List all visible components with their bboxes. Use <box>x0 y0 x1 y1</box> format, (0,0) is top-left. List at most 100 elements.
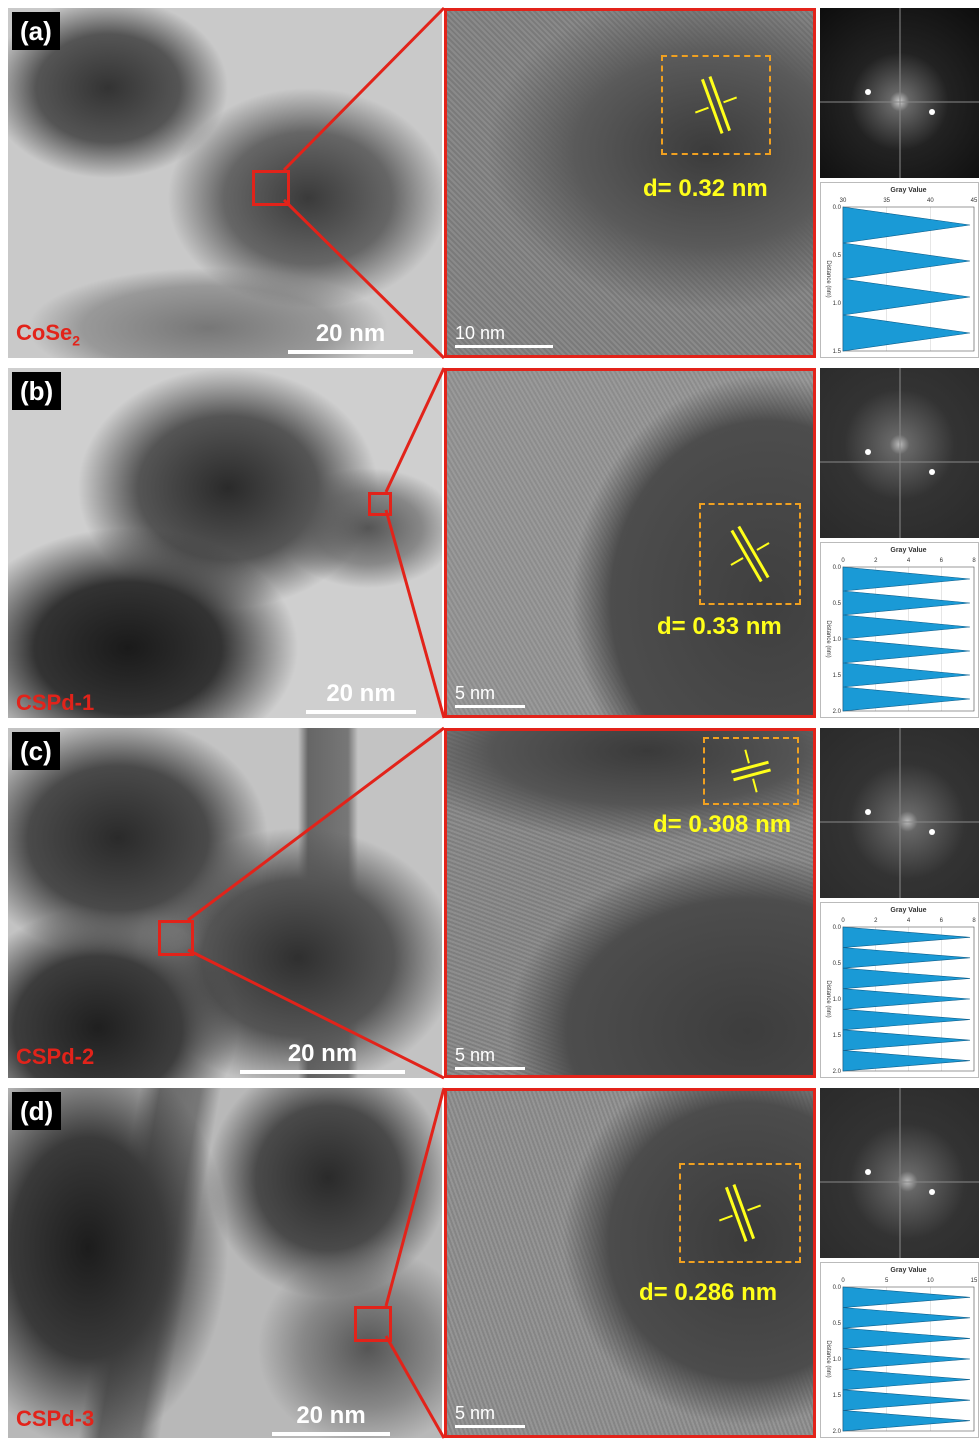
profile-ytick: 0.5 <box>833 961 842 967</box>
profile-ytick: 0.0 <box>833 565 842 571</box>
row-b: (b) CSPd-1 20 nm d= 0.33 nm 5 nm Gray Va… <box>0 368 979 718</box>
lattice-fringe-line <box>708 76 732 132</box>
profile-ytick: 0.5 <box>833 1321 842 1327</box>
profile-xtick: 5 <box>885 1278 889 1284</box>
panel-label-b: (b) <box>12 372 62 410</box>
lattice-marks-a <box>694 76 738 134</box>
lattice-box-a <box>661 55 771 155</box>
profile-title: Gray Value <box>890 187 926 194</box>
sample-name-c: CSPd-2 <box>16 1044 95 1069</box>
profile-ylabel: Distance (nm) <box>825 1340 831 1377</box>
fft-image-b <box>820 368 979 538</box>
profile-xtick: 4 <box>907 558 911 564</box>
profile-title: Gray Value <box>890 907 926 914</box>
lattice-arrow <box>752 778 758 793</box>
profile-xtick: 4 <box>907 918 911 924</box>
tem-image-b: (b) CSPd-1 20 nm <box>8 368 442 718</box>
lattice-arrow <box>756 542 770 551</box>
zoom-box-c <box>158 920 194 956</box>
line-profile-a: Gray Value 30 35 40 45 0.0 0.5 1.0 1.5 Distance (… <box>820 182 979 358</box>
hr-scale-bar-a: 10 nm <box>455 323 553 348</box>
profile-xtick: 0 <box>841 558 845 564</box>
fft-diffraction-spot <box>929 109 935 115</box>
d-spacing-a: d= 0.32 nm <box>643 175 768 202</box>
profile-ylabel: Distance (nm) <box>825 260 831 297</box>
d-spacing-d: d= 0.286 nm <box>639 1279 778 1306</box>
profile-ytick: 1.5 <box>833 1393 842 1399</box>
lattice-arrow <box>744 749 750 764</box>
fft-diffraction-spot <box>865 1169 871 1175</box>
row-c: (c) CSPd-2 20 nm d= 0.308 nm 5 nm Gray V… <box>0 728 979 1078</box>
profile-ytick: 1.0 <box>833 997 842 1003</box>
profile-xtick: 2 <box>874 918 878 924</box>
profile-xtick: 6 <box>940 558 944 564</box>
hr-scale-bar-b: 5 nm <box>455 683 525 708</box>
profile-ytick: 1.5 <box>833 673 842 679</box>
profile-title: Gray Value <box>890 547 926 554</box>
zoom-box-b <box>368 492 392 516</box>
lattice-arrow <box>694 106 709 114</box>
profile-ytick: 1.5 <box>833 1033 842 1039</box>
hrtem-image-c: d= 0.308 nm 5 nm <box>444 728 816 1078</box>
lattice-fringe-line <box>730 529 763 583</box>
profile-area <box>842 206 971 352</box>
profile-area <box>842 926 971 1072</box>
scale-bar-b: 20 nm <box>306 680 416 714</box>
lattice-fringe-line <box>732 1184 756 1240</box>
panel-label-c: (c) <box>12 732 60 770</box>
panel-label-a: (a) <box>12 12 60 50</box>
profile-xtick: 30 <box>840 198 847 204</box>
profile-title: Gray Value <box>890 1267 926 1274</box>
lattice-marks-d <box>718 1184 762 1242</box>
lattice-arrow <box>718 1214 733 1222</box>
profile-ytick: 0.5 <box>833 253 842 259</box>
row-a: (a) CoSe2 20 nm d= 0.32 nm 10 nm Gray Va… <box>0 8 979 358</box>
tem-image-c: (c) CSPd-2 20 nm <box>8 728 442 1078</box>
profile-xtick: 15 <box>971 1278 978 1284</box>
sample-name-b: CSPd-1 <box>16 690 95 715</box>
profile-xtick: 10 <box>927 1278 934 1284</box>
profile-ytick: 1.0 <box>833 1357 842 1363</box>
fft-diffraction-spot <box>929 829 935 835</box>
profile-ytick: 1.0 <box>833 637 842 643</box>
profile-plot-b: Gray Value 0 2 4 6 8 0.0 0.5 1.0 1.5 2.0 Distance (… <box>825 547 976 715</box>
d-spacing-c: d= 0.308 nm <box>653 811 792 838</box>
tem-image-d: (d) CSPd-3 20 nm <box>8 1088 442 1438</box>
profile-ytick: 0.0 <box>833 205 842 211</box>
profile-area <box>842 566 971 712</box>
lattice-arrow <box>730 557 744 566</box>
profile-ylabel: Distance (nm) <box>825 980 831 1017</box>
profile-plot-d: Gray Value 0 5 10 15 0.0 0.5 1.0 1.5 2.0 Distance … <box>825 1267 978 1435</box>
sample-name-a: CoSe2 <box>16 320 81 349</box>
fft-spots-d <box>820 1088 979 1258</box>
fft-diffraction-spot <box>865 809 871 815</box>
lattice-fringe-line <box>737 525 770 579</box>
fft-diffraction-spot <box>865 89 871 95</box>
fft-spots-a <box>820 8 979 178</box>
row-d: (d) CSPd-3 20 nm d= 0.286 nm 5 nm Gray V… <box>0 1088 979 1438</box>
profile-xtick: 45 <box>971 198 978 204</box>
hr-scale-bar-d: 5 nm <box>455 1403 525 1428</box>
lattice-fringe-line <box>700 78 724 134</box>
profile-plot-a: Gray Value 30 35 40 45 0.0 0.5 1.0 1.5 Distance (… <box>825 187 978 355</box>
profile-xtick: 8 <box>972 558 976 564</box>
line-profile-d: Gray Value 0 5 10 15 0.0 0.5 1.0 1.5 2.0 Distance … <box>820 1262 979 1438</box>
hr-scale-bar-c: 5 nm <box>455 1045 525 1070</box>
lattice-box-c <box>703 737 799 805</box>
profile-ytick: 2.0 <box>833 1429 842 1435</box>
tem-image-a: (a) CoSe2 20 nm <box>8 8 442 358</box>
scale-bar-c: 20 nm <box>240 1040 405 1074</box>
hrtem-image-a: d= 0.32 nm 10 nm <box>444 8 816 358</box>
lattice-box-d <box>679 1163 801 1263</box>
profile-ytick: 0.5 <box>833 601 842 607</box>
fft-diffraction-spot <box>929 469 935 475</box>
profile-xtick: 6 <box>940 918 944 924</box>
fft-diffraction-spot <box>929 1189 935 1195</box>
zoom-box-a <box>252 170 290 206</box>
profile-ytick: 1.5 <box>833 349 842 355</box>
zoom-box-d <box>354 1306 392 1342</box>
profile-xtick: 8 <box>972 918 976 924</box>
fft-spots-c <box>820 728 979 898</box>
sample-name-d: CSPd-3 <box>16 1406 95 1431</box>
fft-diffraction-spot <box>865 449 871 455</box>
